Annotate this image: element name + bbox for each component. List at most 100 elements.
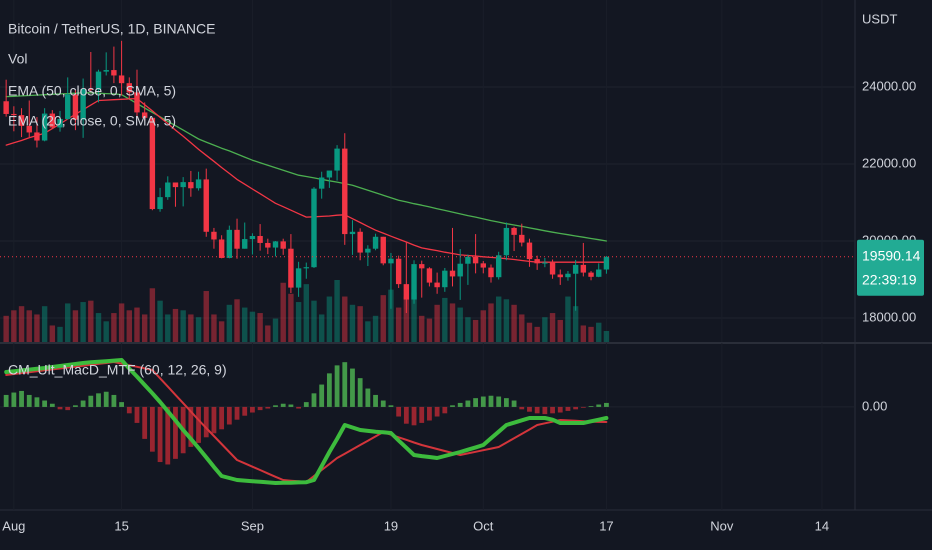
candle-body <box>149 117 156 210</box>
histogram-bar <box>334 365 340 407</box>
candle-body <box>603 256 610 270</box>
histogram-bar <box>134 406 140 423</box>
x-tick-label: Oct <box>473 518 494 533</box>
histogram-bar <box>596 404 602 407</box>
volume-bar <box>449 303 456 342</box>
volume-bar <box>288 293 294 342</box>
line <box>4 358 609 485</box>
histogram-bar <box>196 406 201 443</box>
countdown-label: 22:39:19 <box>862 271 917 287</box>
volume-bar <box>526 322 533 342</box>
x-tick-label: 17 <box>599 518 613 533</box>
volume-bar <box>103 321 109 342</box>
candle-body <box>3 101 9 114</box>
candle-body <box>157 197 163 210</box>
volume-bar <box>34 314 40 342</box>
histogram-bar <box>273 405 278 407</box>
volume-bar <box>442 297 448 342</box>
histogram-bar <box>373 394 378 407</box>
volume-bar <box>357 306 363 342</box>
histogram-bar <box>11 392 17 407</box>
candle-body <box>65 94 71 119</box>
candle-body <box>288 248 294 288</box>
histogram-bar <box>211 406 217 434</box>
candle-body <box>357 231 363 253</box>
volume-bar <box>534 326 540 342</box>
last-price-box <box>857 239 924 296</box>
histogram-bar <box>80 400 86 407</box>
volume-bar <box>41 306 48 342</box>
candle-body <box>134 92 140 113</box>
histogram-bar <box>26 394 32 407</box>
y-tick-label: 18000.00 <box>862 309 916 324</box>
volume-bar <box>265 325 271 342</box>
candle-body <box>111 70 117 76</box>
volume-bar <box>88 300 94 342</box>
histogram-bar <box>519 406 525 410</box>
volume-bar <box>18 306 25 342</box>
histogram-bar <box>165 406 171 465</box>
candle-body <box>488 267 494 278</box>
volume-bar <box>203 291 209 342</box>
histogram-bar <box>319 384 325 407</box>
volume-bar <box>511 304 517 342</box>
candle-body <box>511 227 517 235</box>
volume-bar <box>426 318 433 342</box>
volume-bar <box>572 306 579 342</box>
candle-body <box>203 179 209 232</box>
volume-bar <box>503 299 510 342</box>
y-tick-label: 0.00 <box>862 398 887 413</box>
candle-body <box>234 229 240 249</box>
volume-bar <box>111 313 117 342</box>
histogram-bar <box>34 397 40 407</box>
volume-bar <box>118 303 125 342</box>
histogram-bar <box>457 402 463 407</box>
histogram-bar <box>296 406 301 409</box>
candle-body <box>572 264 579 274</box>
candle-body <box>242 239 248 249</box>
macd-legend: CM_Ult_MacD_MTF (60, 12, 26, 9) <box>8 362 227 378</box>
histogram-bar <box>250 406 255 413</box>
volume-bar <box>326 296 333 342</box>
histogram-bar <box>57 406 63 410</box>
candle-body <box>365 248 371 253</box>
volume-bar <box>280 282 286 342</box>
volume-bar <box>180 310 186 342</box>
histogram-bar <box>119 402 124 407</box>
histogram-bar <box>480 396 486 407</box>
candle-body <box>49 113 56 128</box>
candle-body <box>195 179 202 189</box>
volume-bar <box>472 319 479 342</box>
x-tick-label: Aug <box>2 518 25 533</box>
histogram-bar <box>465 400 471 407</box>
histogram-bar <box>511 400 517 407</box>
candle-body <box>465 256 471 264</box>
volume-legend: Vol <box>8 51 27 67</box>
volume-bar <box>403 296 410 342</box>
histogram-bar <box>149 406 155 452</box>
volume-bar <box>218 321 225 342</box>
candle-body <box>419 264 425 269</box>
candle-body <box>349 231 356 235</box>
volume-bar <box>295 302 302 342</box>
histogram-bar <box>588 406 594 407</box>
histogram-bar <box>503 398 509 407</box>
volume-bar <box>318 314 325 342</box>
candle-body <box>480 263 486 268</box>
volume-bar <box>49 325 56 342</box>
histogram-bar <box>604 402 609 407</box>
volume-bar <box>57 326 63 342</box>
volume-bar <box>557 319 563 342</box>
x-tick-label: Sep <box>241 518 264 533</box>
histogram-bar <box>488 395 494 407</box>
histogram-bar <box>49 403 55 407</box>
histogram-bar <box>342 362 348 407</box>
candle-body <box>342 148 348 235</box>
ema50-legend: EMA (50, close, 0, SMA, 5) <box>8 83 176 99</box>
candle-body <box>11 113 17 116</box>
volume-bar <box>211 314 217 342</box>
candle-body <box>265 242 271 248</box>
volume-bar <box>596 322 602 342</box>
volume-bar <box>342 296 348 342</box>
candle-body <box>557 274 563 278</box>
